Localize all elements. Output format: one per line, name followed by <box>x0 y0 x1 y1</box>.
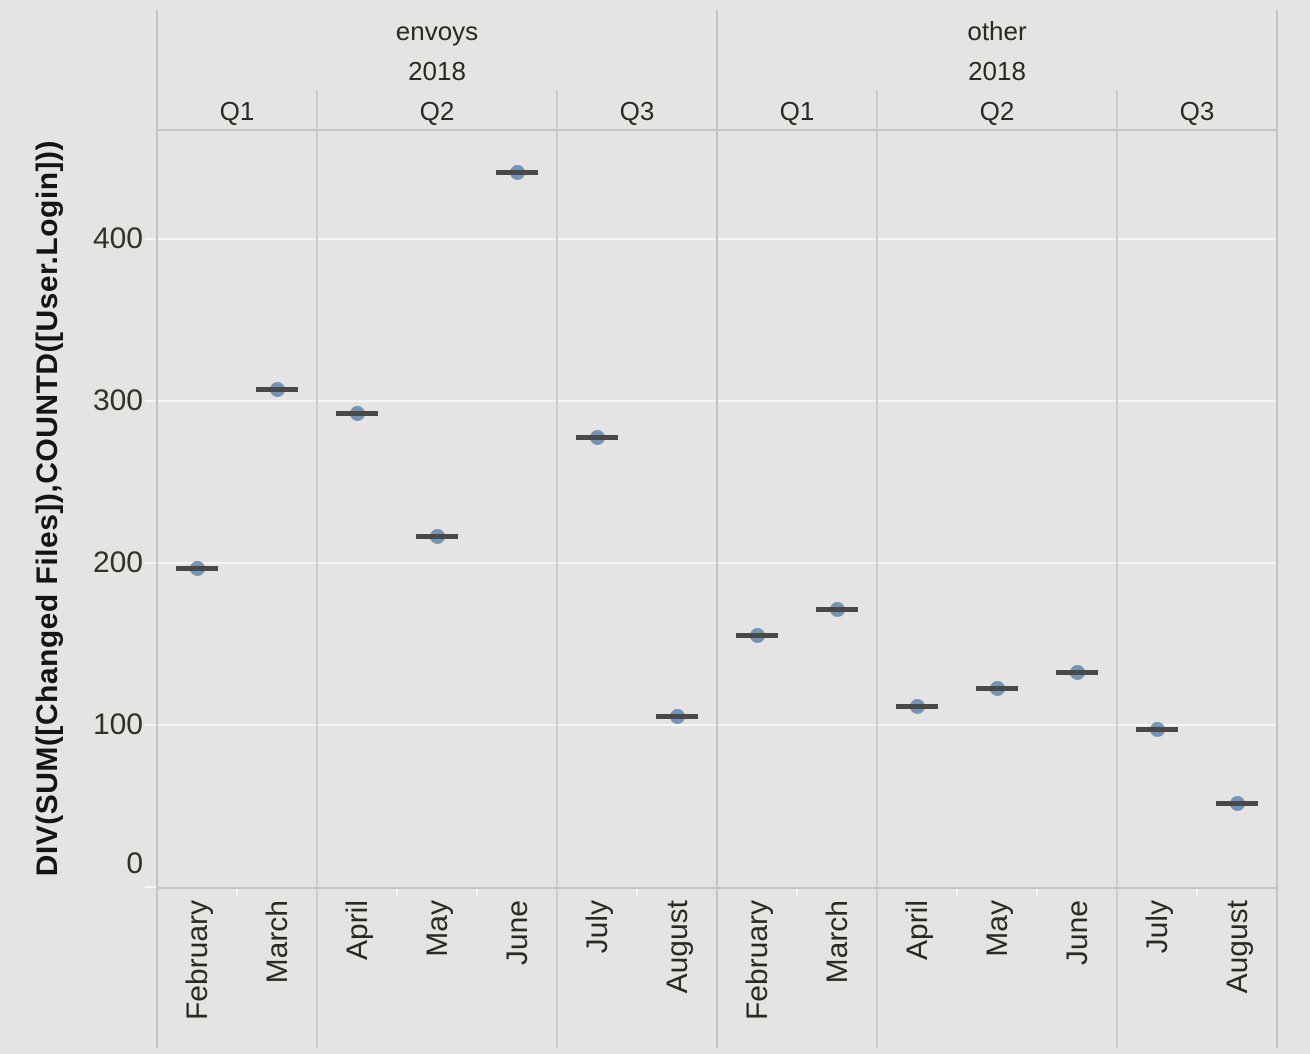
month-label-envoys-June[interactable]: June <box>501 900 534 966</box>
quarter-divider <box>1116 90 1118 1048</box>
quarter-header-other-Q3[interactable]: Q3 <box>1179 96 1215 126</box>
month-label-cell-envoys-April[interactable]: April <box>317 892 397 1042</box>
group-header-envoys[interactable]: envoys <box>395 16 479 46</box>
gantt-mark-other-April[interactable] <box>896 699 938 715</box>
y-tick-mark-200 <box>145 561 157 564</box>
month-label-other-April[interactable]: April <box>901 900 934 961</box>
gantt-mark-envoys-April[interactable] <box>336 405 378 421</box>
mark-bar-envoys-February <box>176 566 218 572</box>
group-header-other[interactable]: other <box>967 16 1027 46</box>
month-label-cell-envoys-February[interactable]: February <box>157 892 237 1042</box>
month-label-cell-other-February[interactable]: February <box>717 892 797 1042</box>
x-tick-mark <box>796 888 798 896</box>
quarter-divider <box>876 90 878 1048</box>
month-label-cell-envoys-March[interactable]: March <box>237 892 317 1042</box>
month-label-cell-other-June[interactable]: June <box>1037 892 1117 1042</box>
mark-bar-envoys-May <box>416 534 458 540</box>
month-label-envoys-February[interactable]: February <box>181 900 214 1021</box>
quarter-divider <box>556 90 558 1048</box>
gantt-mark-envoys-May[interactable] <box>416 529 458 545</box>
month-label-cell-envoys-August[interactable]: August <box>637 892 717 1042</box>
gantt-mark-envoys-March[interactable] <box>256 381 298 397</box>
gantt-mark-other-February[interactable] <box>736 627 778 643</box>
gantt-mark-envoys-August[interactable] <box>656 708 698 724</box>
gantt-mark-other-August[interactable] <box>1216 796 1258 812</box>
x-tick-mark <box>396 888 398 896</box>
y-tick-label-100: 100 <box>92 707 143 741</box>
x-tick-mark <box>956 888 958 896</box>
pane-border-vertical-1 <box>716 10 718 1048</box>
x-tick-mark <box>1036 888 1038 896</box>
month-label-cell-other-April[interactable]: April <box>877 892 957 1042</box>
month-label-envoys-May[interactable]: May <box>421 900 454 957</box>
month-label-envoys-July[interactable]: July <box>581 900 614 954</box>
mark-bar-envoys-March <box>256 386 298 392</box>
x-tick-mark <box>236 888 238 896</box>
quarter-header-other-Q1[interactable]: Q1 <box>779 96 815 126</box>
month-label-envoys-April[interactable]: April <box>341 900 374 961</box>
gantt-mark-envoys-June[interactable] <box>496 164 538 180</box>
y-tick-label-400: 400 <box>92 221 143 255</box>
month-label-cell-other-August[interactable]: August <box>1197 892 1277 1042</box>
month-label-other-July[interactable]: July <box>1141 900 1174 954</box>
month-label-other-June[interactable]: June <box>1061 900 1094 966</box>
x-tick-mark <box>476 888 478 896</box>
quarter-header-envoys-Q1[interactable]: Q1 <box>219 96 255 126</box>
mark-bar-envoys-August <box>656 713 698 719</box>
mark-bar-envoys-July <box>576 435 618 441</box>
month-label-cell-other-July[interactable]: July <box>1117 892 1197 1042</box>
month-label-envoys-March[interactable]: March <box>261 900 294 984</box>
year-header-envoys[interactable]: 2018 <box>408 56 466 86</box>
y-tick-label-200: 200 <box>92 545 143 579</box>
month-label-cell-envoys-June[interactable]: June <box>477 892 557 1042</box>
year-header-other[interactable]: 2018 <box>968 56 1026 86</box>
mark-bar-other-April <box>896 704 938 710</box>
month-label-other-August[interactable]: August <box>1221 900 1254 994</box>
mark-bar-envoys-June <box>496 169 538 175</box>
mark-bar-other-March <box>816 606 858 612</box>
month-label-cell-envoys-May[interactable]: May <box>397 892 477 1042</box>
month-label-envoys-August[interactable]: August <box>661 900 694 994</box>
mark-bar-envoys-April <box>336 410 378 416</box>
y-tick-mark-300 <box>145 399 157 402</box>
gantt-mark-other-July[interactable] <box>1136 721 1178 737</box>
gantt-mark-other-March[interactable] <box>816 601 858 617</box>
month-label-cell-other-March[interactable]: March <box>797 892 877 1042</box>
y-tick-mark-400 <box>145 237 157 240</box>
y-tick-label-300: 300 <box>92 383 143 417</box>
mark-bar-other-June <box>1056 670 1098 676</box>
x-tick-mark <box>636 888 638 896</box>
mark-bar-other-August <box>1216 801 1258 807</box>
mark-bar-other-July <box>1136 726 1178 732</box>
pane-border-vertical-2 <box>1276 10 1278 1048</box>
month-label-cell-envoys-July[interactable]: July <box>557 892 637 1042</box>
quarter-header-envoys-Q3[interactable]: Q3 <box>619 96 655 126</box>
x-tick-mark <box>1196 888 1198 896</box>
pane-border-bottom <box>157 887 1277 889</box>
mark-bar-other-February <box>736 632 778 638</box>
gantt-mark-other-June[interactable] <box>1056 665 1098 681</box>
month-label-other-March[interactable]: March <box>821 900 854 984</box>
mark-bar-other-May <box>976 686 1018 692</box>
month-label-other-February[interactable]: February <box>741 900 774 1021</box>
y-tick-mark-100 <box>145 723 157 726</box>
quarter-header-other-Q2[interactable]: Q2 <box>979 96 1015 126</box>
pane-border-top <box>157 129 1277 131</box>
pane-border-vertical-0 <box>156 10 158 1048</box>
quarter-header-envoys-Q2[interactable]: Q2 <box>419 96 455 126</box>
month-label-cell-other-May[interactable]: May <box>957 892 1037 1042</box>
month-label-other-May[interactable]: May <box>981 900 1014 957</box>
gantt-mark-other-May[interactable] <box>976 681 1018 697</box>
quarter-divider <box>316 90 318 1048</box>
gantt-mark-envoys-July[interactable] <box>576 430 618 446</box>
y-tick-label-0: 0 <box>126 847 143 880</box>
gantt-mark-envoys-February[interactable] <box>176 561 218 577</box>
y-tick-mark-0 <box>145 885 157 888</box>
